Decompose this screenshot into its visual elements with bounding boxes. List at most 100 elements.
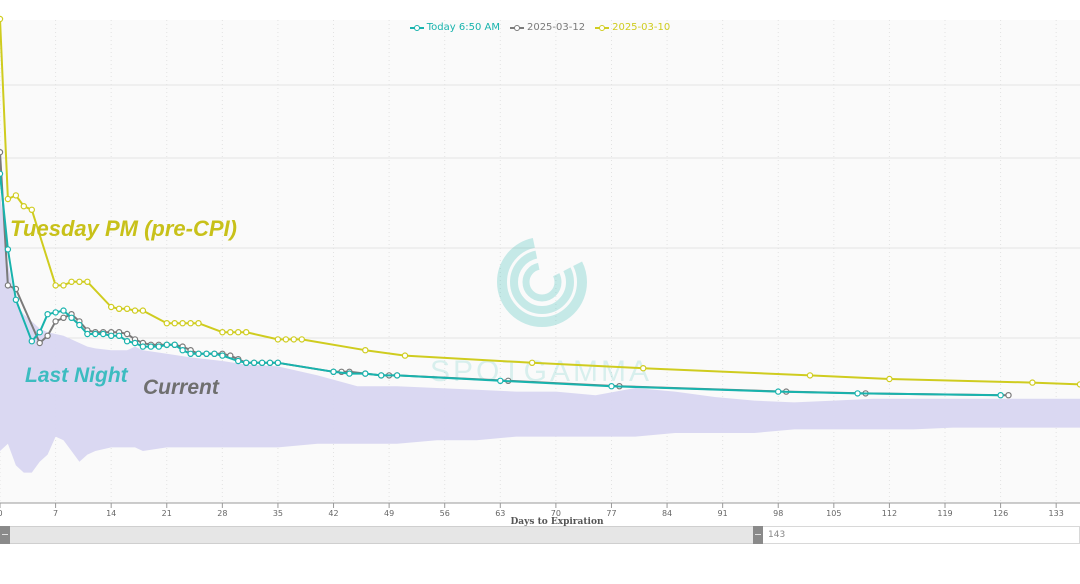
watermark-logo-icon	[497, 237, 587, 327]
navigator-label: 143	[768, 530, 786, 540]
series-2-point	[123, 305, 131, 312]
x-tick-label: 126	[993, 509, 1008, 518]
series-0-point	[0, 170, 4, 177]
series-0-point	[997, 392, 1004, 399]
series-2-point	[401, 352, 409, 359]
series-0-point	[211, 350, 218, 357]
series-0-point	[12, 296, 20, 303]
x-tick-label: 119	[937, 509, 952, 518]
legend-marker-icon	[409, 24, 424, 32]
series-0-point	[854, 390, 861, 397]
series-0-point	[234, 357, 242, 365]
legend-label-2025-03-12: 2025-03-12	[526, 22, 586, 33]
series-0-point	[195, 350, 202, 357]
series-2-point	[298, 336, 305, 343]
series-0-point	[163, 341, 170, 348]
series-2-point	[107, 303, 115, 311]
series-0-point	[123, 338, 131, 345]
x-tick-label: 133	[1049, 509, 1064, 518]
series-2-point	[131, 307, 139, 314]
annotation-tuesday-pm: Tuesday PM (pre-CPI)	[10, 216, 237, 241]
series-0-point	[4, 246, 12, 253]
series-1-point	[36, 339, 43, 347]
series-0-point	[171, 341, 178, 348]
legend-label-today: Today 6:50 AM	[426, 22, 500, 33]
series-0-point	[147, 343, 155, 350]
series-0-point	[775, 388, 782, 395]
navigator-right-handle[interactable]	[753, 526, 763, 544]
x-tick-label: 91	[718, 509, 728, 518]
navigator-left-handle[interactable]	[0, 526, 10, 544]
series-2-point	[163, 320, 170, 327]
legend-marker-icon	[595, 24, 610, 32]
annotation-last-night: Last Night	[25, 364, 128, 387]
series-2-point	[282, 336, 290, 343]
series-2-point	[76, 278, 83, 285]
series-2-point	[60, 282, 67, 289]
series-0-point	[378, 372, 385, 379]
series-0-point	[28, 338, 35, 345]
series-1-point	[0, 149, 4, 156]
legend-item-today[interactable]: Today 6:50 AM	[409, 22, 500, 33]
series-0-point	[258, 359, 266, 366]
series-2-point	[68, 278, 75, 285]
series-2-point	[227, 329, 234, 336]
navigator-selection[interactable]	[0, 526, 762, 544]
series-2-point	[187, 320, 194, 327]
chart-legend: Today 6:50 AM 2025-03-12 2025-03-10	[0, 22, 1080, 33]
series-0-point	[242, 359, 250, 366]
x-tick-label: 105	[826, 509, 841, 518]
series-2-point	[115, 305, 123, 312]
series-1-point	[52, 318, 59, 325]
series-2-point	[528, 359, 536, 366]
x-tick-label: 0	[0, 509, 3, 518]
series-0-point	[36, 329, 43, 336]
series-0-point	[250, 359, 258, 366]
legend-marker-icon	[509, 24, 524, 32]
x-tick-label: 98	[773, 509, 783, 518]
x-tick-label: 28	[217, 509, 227, 518]
series-0-point	[497, 377, 504, 384]
series-0-point	[68, 314, 75, 321]
legend-item-2025-03-10[interactable]: 2025-03-10	[595, 22, 670, 33]
series-2-point	[12, 192, 20, 199]
series-2-point	[886, 375, 893, 383]
series-0-point	[155, 343, 162, 350]
x-tick-label: 112	[882, 509, 897, 518]
series-2-point	[806, 372, 814, 379]
range-band-area	[0, 191, 1080, 473]
series-2-point	[179, 320, 186, 327]
series-0-point	[393, 372, 401, 379]
series-0-point	[266, 359, 274, 366]
series-2-point	[362, 347, 369, 354]
series-0-point	[362, 370, 369, 377]
x-tick-label: 70	[551, 509, 561, 518]
series-2-point	[234, 329, 242, 336]
series-2-point	[52, 282, 59, 289]
series-1-point	[60, 314, 67, 321]
series-0-point	[187, 350, 194, 357]
series-0-point	[179, 347, 186, 354]
series-2-point	[242, 329, 250, 336]
series-0-point	[139, 343, 147, 350]
series-2-point	[4, 195, 12, 203]
series-2-point	[274, 336, 282, 343]
series-2-point	[219, 329, 226, 336]
series-0-point	[131, 339, 139, 347]
series-0-point	[203, 350, 210, 357]
x-tick-label: 14	[106, 509, 116, 518]
series-2-point	[28, 206, 35, 213]
series-2-point	[195, 320, 202, 327]
x-tick-label: 63	[495, 509, 505, 518]
legend-item-2025-03-12[interactable]: 2025-03-12	[509, 22, 586, 33]
x-tick-label: 49	[384, 509, 394, 518]
series-2-point	[0, 15, 4, 23]
series-0-point	[92, 330, 99, 338]
x-tick-label: 56	[440, 509, 450, 518]
series-0-point	[44, 311, 51, 318]
series-2-point	[171, 320, 178, 327]
series-0-point	[52, 309, 59, 316]
series-1-point	[44, 332, 51, 339]
